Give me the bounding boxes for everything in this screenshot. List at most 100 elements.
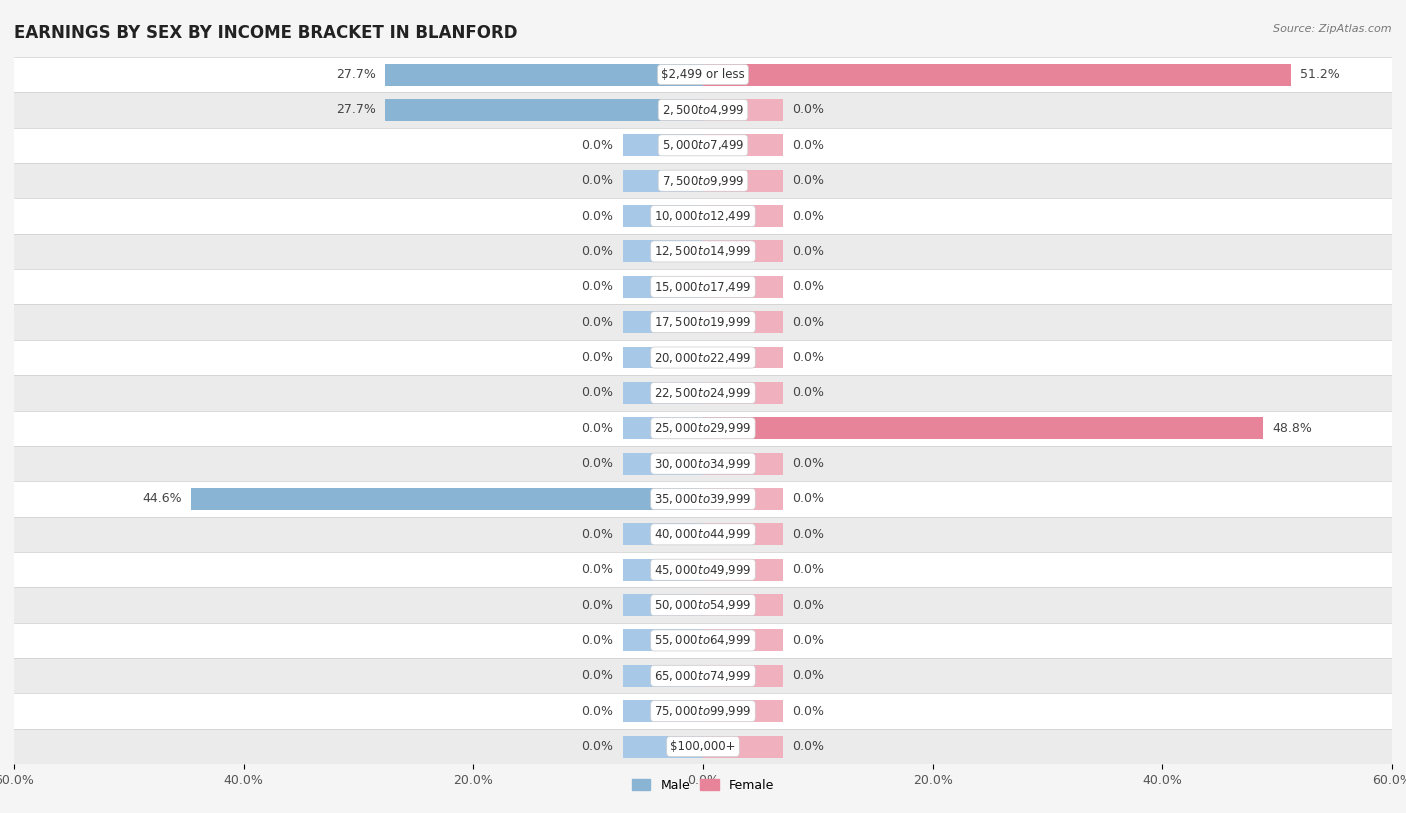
Text: 0.0%: 0.0% [582, 422, 613, 435]
Bar [623, 241, 703, 263]
Text: 0.0%: 0.0% [582, 210, 613, 223]
Text: $2,500 to $4,999: $2,500 to $4,999 [662, 103, 744, 117]
Text: $7,500 to $9,999: $7,500 to $9,999 [662, 174, 744, 188]
Bar [623, 665, 703, 687]
Bar [191, 488, 703, 510]
Text: 0.0%: 0.0% [793, 705, 824, 718]
Text: 0.0%: 0.0% [793, 245, 824, 258]
Text: 0.0%: 0.0% [582, 528, 613, 541]
Text: $45,000 to $49,999: $45,000 to $49,999 [654, 563, 752, 576]
Text: 0.0%: 0.0% [582, 315, 613, 328]
Bar [703, 665, 783, 687]
Bar [623, 170, 703, 192]
Bar [623, 382, 703, 404]
Bar [14, 269, 1392, 304]
Text: 0.0%: 0.0% [793, 740, 824, 753]
Bar [703, 629, 783, 651]
Text: 0.0%: 0.0% [793, 598, 824, 611]
Bar [14, 552, 1392, 587]
Text: $65,000 to $74,999: $65,000 to $74,999 [654, 669, 752, 683]
Bar [703, 63, 1291, 85]
Text: 0.0%: 0.0% [582, 598, 613, 611]
Bar [385, 63, 703, 85]
Bar [14, 163, 1392, 198]
Text: Source: ZipAtlas.com: Source: ZipAtlas.com [1274, 24, 1392, 34]
Text: 0.0%: 0.0% [793, 210, 824, 223]
Text: $22,500 to $24,999: $22,500 to $24,999 [654, 386, 752, 400]
Bar [703, 99, 783, 121]
Text: $100,000+: $100,000+ [671, 740, 735, 753]
Bar [623, 524, 703, 546]
Bar [14, 304, 1392, 340]
Bar [623, 276, 703, 298]
Text: 0.0%: 0.0% [793, 386, 824, 399]
Bar [703, 134, 783, 156]
Text: 44.6%: 44.6% [142, 493, 181, 506]
Legend: Male, Female: Male, Female [627, 774, 779, 797]
Text: $2,499 or less: $2,499 or less [661, 68, 745, 81]
Text: 0.0%: 0.0% [582, 174, 613, 187]
Text: $17,500 to $19,999: $17,500 to $19,999 [654, 315, 752, 329]
Text: 0.0%: 0.0% [793, 103, 824, 116]
Text: 0.0%: 0.0% [582, 563, 613, 576]
Text: 27.7%: 27.7% [336, 103, 375, 116]
Bar [703, 700, 783, 722]
Bar [703, 276, 783, 298]
Bar [14, 411, 1392, 446]
Bar [14, 340, 1392, 375]
Bar [703, 346, 783, 368]
Text: 0.0%: 0.0% [793, 139, 824, 152]
Text: 0.0%: 0.0% [582, 280, 613, 293]
Bar [703, 382, 783, 404]
Text: 0.0%: 0.0% [793, 280, 824, 293]
Text: $35,000 to $39,999: $35,000 to $39,999 [654, 492, 752, 506]
Bar [703, 488, 783, 510]
Text: $75,000 to $99,999: $75,000 to $99,999 [654, 704, 752, 718]
Bar [703, 453, 783, 475]
Text: $20,000 to $22,499: $20,000 to $22,499 [654, 350, 752, 364]
Bar [14, 481, 1392, 517]
Text: 0.0%: 0.0% [582, 705, 613, 718]
Text: 0.0%: 0.0% [793, 315, 824, 328]
Bar [703, 241, 783, 263]
Text: $50,000 to $54,999: $50,000 to $54,999 [654, 598, 752, 612]
Bar [623, 453, 703, 475]
Text: 0.0%: 0.0% [582, 740, 613, 753]
Text: 0.0%: 0.0% [582, 139, 613, 152]
Bar [623, 594, 703, 616]
Text: 0.0%: 0.0% [793, 634, 824, 647]
Bar [623, 346, 703, 368]
Bar [14, 57, 1392, 92]
Bar [14, 233, 1392, 269]
Bar [623, 205, 703, 227]
Text: 48.8%: 48.8% [1272, 422, 1312, 435]
Text: 27.7%: 27.7% [336, 68, 375, 81]
Text: $40,000 to $44,999: $40,000 to $44,999 [654, 528, 752, 541]
Bar [14, 693, 1392, 729]
Text: 0.0%: 0.0% [582, 669, 613, 682]
Bar [14, 446, 1392, 481]
Bar [703, 594, 783, 616]
Bar [14, 587, 1392, 623]
Text: 0.0%: 0.0% [582, 457, 613, 470]
Text: 0.0%: 0.0% [793, 669, 824, 682]
Text: 0.0%: 0.0% [793, 528, 824, 541]
Text: $55,000 to $64,999: $55,000 to $64,999 [654, 633, 752, 647]
Bar [703, 205, 783, 227]
Bar [703, 170, 783, 192]
Bar [623, 736, 703, 758]
Bar [385, 99, 703, 121]
Text: 0.0%: 0.0% [793, 493, 824, 506]
Bar [14, 517, 1392, 552]
Text: 0.0%: 0.0% [793, 457, 824, 470]
Text: $12,500 to $14,999: $12,500 to $14,999 [654, 245, 752, 259]
Bar [623, 629, 703, 651]
Bar [14, 375, 1392, 411]
Text: EARNINGS BY SEX BY INCOME BRACKET IN BLANFORD: EARNINGS BY SEX BY INCOME BRACKET IN BLA… [14, 24, 517, 42]
Text: $15,000 to $17,499: $15,000 to $17,499 [654, 280, 752, 293]
Bar [703, 736, 783, 758]
Bar [623, 559, 703, 580]
Text: $5,000 to $7,499: $5,000 to $7,499 [662, 138, 744, 152]
Text: $10,000 to $12,499: $10,000 to $12,499 [654, 209, 752, 223]
Text: 0.0%: 0.0% [793, 174, 824, 187]
